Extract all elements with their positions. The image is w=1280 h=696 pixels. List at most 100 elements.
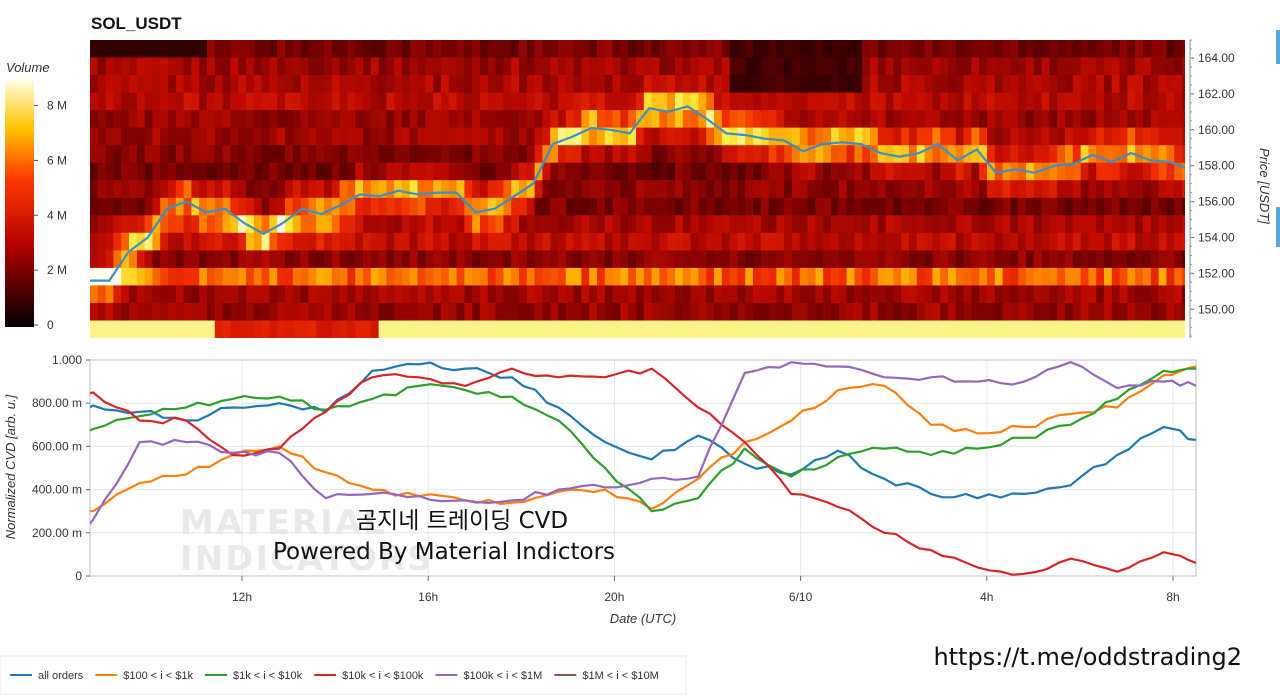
heatmap-cell: [987, 320, 996, 338]
heatmap-cell: [1057, 180, 1066, 199]
heatmap-cell: [1010, 197, 1019, 216]
heatmap-cell: [994, 92, 1004, 111]
heatmap-cell: [456, 250, 465, 269]
heatmap-cell: [347, 92, 356, 111]
heatmap-cell: [253, 92, 263, 111]
heatmap-cell: [472, 197, 481, 216]
side-marker-top: [1276, 30, 1280, 64]
heatmap-cell: [597, 180, 606, 199]
heatmap-cell: [136, 127, 146, 146]
heatmap-cell: [714, 302, 723, 321]
heatmap-cell: [768, 197, 777, 216]
heatmap-cell: [1119, 92, 1128, 111]
heatmap-cell: [753, 40, 762, 59]
heatmap-cell: [667, 110, 676, 129]
heatmap-cell: [324, 232, 333, 251]
heatmap-cell: [222, 232, 231, 251]
heatmap-cell: [534, 127, 543, 146]
heatmap-cell: [1143, 250, 1152, 269]
heatmap-cell: [846, 57, 855, 76]
heatmap-cell: [300, 180, 309, 199]
heatmap-cell: [799, 180, 809, 199]
heatmap-cell: [1174, 232, 1183, 251]
heatmap-cell: [378, 232, 387, 251]
heatmap-cell: [503, 320, 512, 338]
heatmap-cell: [464, 40, 473, 59]
heatmap-cell: [105, 232, 114, 251]
heatmap-cell: [807, 162, 816, 181]
heatmap-cell: [604, 127, 614, 146]
heatmap-cell: [480, 320, 489, 338]
heatmap-cell: [916, 40, 926, 59]
heatmap-cell: [1174, 57, 1183, 76]
heatmap-cell: [1088, 320, 1097, 338]
heatmap-cell: [1026, 127, 1035, 146]
heatmap-cell: [885, 267, 894, 286]
heatmap-cell: [1166, 285, 1175, 304]
heatmap-cell: [838, 302, 848, 321]
heatmap-cell: [924, 40, 933, 59]
heatmap-cell: [222, 267, 231, 286]
heatmap-cell: [721, 250, 731, 269]
heatmap-cell: [136, 267, 146, 286]
heatmap-cell: [1072, 320, 1082, 338]
heatmap-cell: [378, 267, 387, 286]
heatmap-cell: [877, 197, 887, 216]
heatmap-cell: [308, 180, 317, 199]
legend-item[interactable]: $1k < i < $10k: [204, 670, 303, 682]
heatmap-cell: [690, 92, 699, 111]
heatmap-cell: [347, 197, 356, 216]
heatmap-cell: [160, 232, 169, 251]
heatmap-cell: [519, 57, 528, 76]
heatmap-cell: [347, 110, 356, 129]
heatmap-cell: [628, 232, 637, 251]
heatmap-cell: [768, 40, 777, 59]
heatmap-cell: [238, 302, 247, 321]
heatmap-cell: [409, 127, 419, 146]
heatmap-cell: [573, 127, 582, 146]
heatmap-cell: [511, 145, 520, 164]
heatmap-cell: [558, 320, 567, 338]
heatmap-cell: [207, 57, 216, 76]
heatmap-cell: [667, 92, 676, 111]
heatmap-cell: [331, 320, 341, 338]
legend-item[interactable]: $100k < i < $1M: [435, 670, 542, 682]
heatmap-cell: [698, 320, 707, 338]
heatmap-cell: [526, 92, 536, 111]
telegram-url[interactable]: https://t.me/oddstrading2: [933, 643, 1242, 671]
heatmap-cell: [643, 215, 653, 234]
heatmap-cell: [191, 110, 200, 129]
heatmap-cell: [129, 232, 138, 251]
heatmap-cell: [558, 75, 567, 94]
legend-item[interactable]: $1M < i < $10M: [554, 670, 659, 682]
heatmap-cell: [987, 197, 996, 216]
heatmap-cell: [160, 215, 169, 234]
heatmap-cell: [1041, 302, 1050, 321]
heatmap-cell: [441, 250, 450, 269]
heatmap-cell: [753, 162, 762, 181]
heatmap-cell: [191, 145, 200, 164]
heatmap-cell: [550, 145, 559, 164]
heatmap-cell: [643, 232, 653, 251]
heatmap-cell: [1072, 302, 1082, 321]
legend-item[interactable]: $100 < i < $1k: [95, 670, 193, 682]
heatmap-cell: [862, 285, 871, 304]
heatmap-cell: [924, 285, 933, 304]
heatmap-cell: [784, 285, 793, 304]
heatmap-cell: [573, 267, 582, 286]
colorbar: Volume 02 M4 M6 M8 M: [5, 60, 67, 332]
heatmap-cell: [144, 285, 153, 304]
heatmap-cell: [394, 75, 403, 94]
heatmap-cell: [1010, 232, 1019, 251]
heatmap-cell: [768, 162, 777, 181]
heatmap-cell: [597, 162, 606, 181]
heatmap-cell: [823, 232, 832, 251]
heatmap-cell: [253, 57, 263, 76]
heatmap-cell: [659, 285, 668, 304]
legend-item[interactable]: all orders: [10, 670, 84, 682]
heatmap-cell: [1104, 92, 1113, 111]
heatmap-cell: [636, 162, 645, 181]
heatmap-cell: [253, 197, 263, 216]
legend-item[interactable]: $10k < i < $100k: [314, 670, 424, 682]
heatmap-cell: [1072, 180, 1082, 199]
